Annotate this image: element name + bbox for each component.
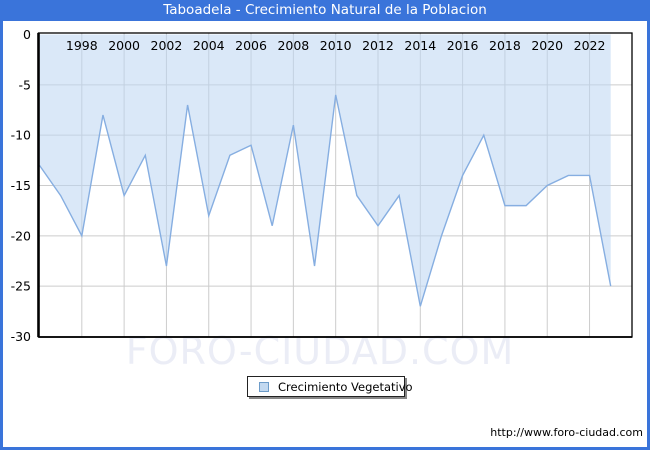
legend-swatch-icon [259, 381, 269, 392]
foro-ciudad-url-link[interactable]: http://www.foro-ciudad.com [490, 426, 643, 439]
y-tick-label: -15 [11, 178, 31, 193]
chart-title: Taboadela - Crecimiento Natural de la Po… [163, 2, 487, 18]
y-tick-label: -5 [19, 77, 31, 92]
x-tick-label: 2022 [574, 38, 606, 53]
y-tick-label: 0 [23, 27, 31, 42]
x-tick-label: 2016 [447, 38, 479, 53]
x-tick-label: 2006 [235, 38, 267, 53]
x-tick-label: 2000 [108, 38, 140, 53]
x-axis-labels: 1998 2000 2002 2004 2006 2008 2010 2012 2014 2016… [66, 38, 606, 53]
chart-title-bar: Taboadela - Crecimiento Natural de la Po… [0, 0, 650, 21]
x-tick-label: 2018 [489, 38, 521, 53]
legend-label: Crecimiento Vegetativo [278, 379, 413, 394]
y-tick-label: -20 [11, 228, 31, 243]
y-tick-label: -30 [11, 329, 31, 344]
x-tick-label: 2002 [151, 38, 183, 53]
axes [37, 32, 633, 338]
x-tick-label: 2008 [277, 38, 309, 53]
y-tick-label: -25 [11, 279, 31, 294]
x-tick-label: 2012 [362, 38, 394, 53]
y-axis-labels: 0 -5 -10 -15 -20 -25 -30 [11, 27, 31, 344]
data-line [38, 94, 612, 307]
area-fill [39, 34, 611, 307]
chart-legend: Crecimiento Vegetativo [247, 376, 413, 397]
y-tick-label: -10 [11, 128, 31, 143]
x-tick-label: 1998 [66, 38, 98, 53]
x-tick-label: 2010 [320, 38, 352, 53]
x-tick-label: 2014 [404, 38, 436, 53]
x-tick-label: 2020 [531, 38, 563, 53]
x-tick-label: 2004 [193, 38, 225, 53]
